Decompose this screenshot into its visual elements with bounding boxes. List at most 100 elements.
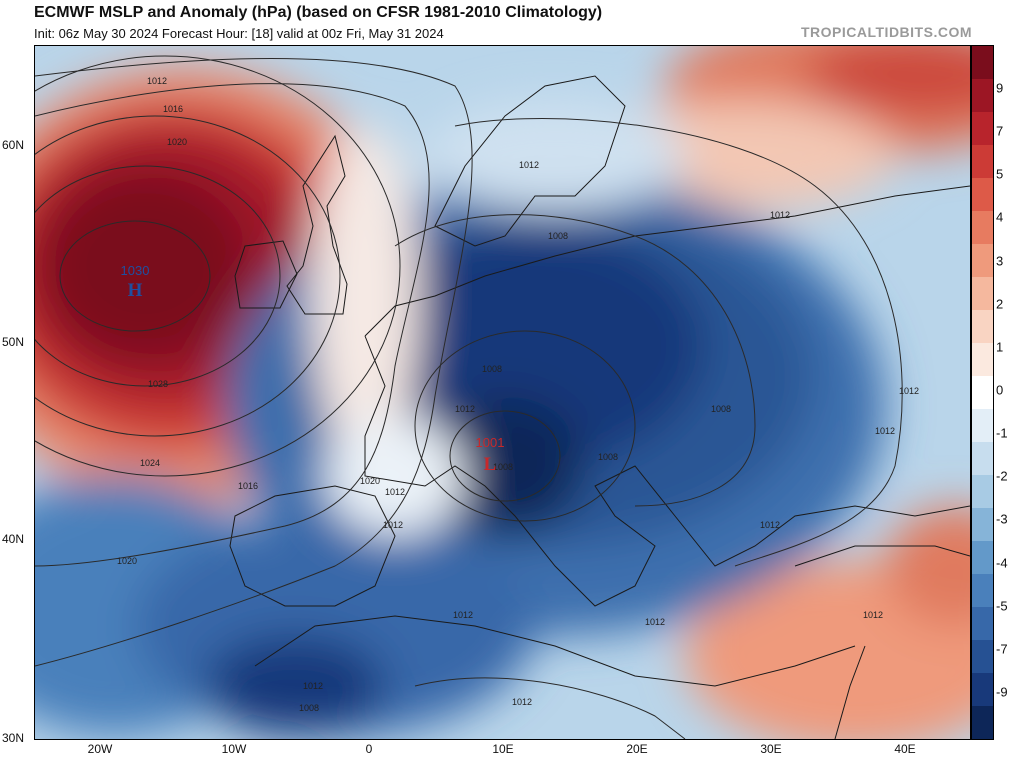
anomaly-map: 1012 1016 1020 1024 1028 1020 1016 1020 … [35, 46, 970, 739]
lon-label-40e: 40E [894, 742, 916, 756]
isobar-1030 [59, 220, 211, 332]
isobar-label: 1020 [117, 556, 137, 566]
colorbar-tick-label: 3 [996, 253, 1004, 269]
colorbar-tick-label: -1 [996, 425, 1008, 441]
isobar-1004 [449, 410, 561, 502]
colorbar-tick-label: -3 [996, 511, 1008, 527]
colorbar-segment [972, 178, 993, 211]
isobar-label: 1008 [299, 703, 319, 713]
isobar-label: 1008 [711, 404, 731, 414]
britain-outline [286, 134, 348, 315]
scandinavia-outline [434, 75, 626, 247]
colorbar-tick-label: 5 [996, 166, 1004, 182]
lon-label-30e: 30E [760, 742, 782, 756]
colorbar-segment [972, 607, 993, 640]
mediterranean-north-coast [364, 335, 970, 607]
lat-label-30n: 30N [2, 731, 25, 745]
lon-label-10e: 10E [492, 742, 514, 756]
colorbar-tick-label: 9 [996, 80, 1004, 96]
levant-coast [834, 645, 866, 739]
isobar-label: 1012 [863, 610, 883, 620]
isobar-label: 1012 [899, 386, 919, 396]
colorbar-tick-label: -2 [996, 468, 1008, 484]
colorbar-segment [972, 574, 993, 607]
high-pressure-value: 1030 [121, 263, 150, 278]
colorbar-segment [972, 541, 993, 574]
lat-label-50n: 50N [2, 335, 25, 349]
lon-label-20e: 20E [626, 742, 648, 756]
high-pressure-center: 1030 H [121, 263, 150, 301]
isobar-label: 1020 [167, 137, 187, 147]
iberia-outline [229, 485, 396, 607]
low-pressure-letter: L [484, 454, 497, 475]
isobar-label: 1008 [598, 452, 618, 462]
anomaly-field [35, 46, 970, 739]
chart-title: ECMWF MSLP and Anomaly (hPa) (based on C… [34, 4, 603, 21]
isobar-label: 1016 [163, 104, 183, 114]
isobar-label: 1024 [140, 458, 160, 468]
isobar-label: 1012 [512, 697, 532, 707]
high-pressure-letter: H [128, 280, 143, 301]
turkey-coast [794, 545, 970, 567]
isobar-1028 [35, 165, 281, 387]
colorbar-segment [972, 79, 993, 112]
colorbar-segment [972, 46, 993, 79]
isobar-1016 [35, 83, 430, 567]
isobar-1012-south [414, 677, 686, 739]
colorbar-tick-label: -4 [996, 555, 1008, 571]
colorbar-segment [972, 442, 993, 475]
isobar-label: 1012 [760, 520, 780, 530]
colorbar-segment [972, 310, 993, 343]
colorbar-tick-label: -9 [996, 684, 1008, 700]
isobar-1008-south [414, 330, 636, 522]
colorbar-segment [972, 277, 993, 310]
lat-label-40n: 40N [2, 532, 25, 546]
isobar-label: 1012 [455, 404, 475, 414]
isobar-labels: 1012 1016 1020 1024 1028 1020 1016 1020 … [117, 76, 919, 713]
colorbar-segment [972, 706, 993, 739]
ireland-outline [234, 240, 298, 309]
north-europe-coast [364, 185, 970, 337]
isobar-label: 1008 [548, 231, 568, 241]
colorbar-segment [972, 244, 993, 277]
colorbar-segment [972, 112, 993, 145]
isobar-label: 1008 [493, 462, 513, 472]
lon-label-0: 0 [365, 742, 373, 756]
colorbar-segment [972, 475, 993, 508]
lat-label-60n: 60N [2, 138, 25, 152]
isobar-label: 1012 [645, 617, 665, 627]
coastlines [229, 75, 970, 739]
lon-label-10w: 10W [221, 742, 247, 756]
low-pressure-center: 1001 L [476, 435, 505, 475]
colorbar-tick-label: 4 [996, 209, 1004, 225]
colorbar-segment [972, 343, 993, 376]
colorbar-segment [972, 145, 993, 178]
isobars [35, 55, 903, 739]
isobar-label: 1012 [385, 487, 405, 497]
isobar-1012-west [35, 58, 473, 667]
isobar-label: 1012 [875, 426, 895, 436]
north-africa-coast [254, 615, 856, 687]
isobar-label: 1012 [770, 210, 790, 220]
isobar-1008-north [394, 214, 756, 507]
isobar-label: 1028 [148, 379, 168, 389]
isobar-label: 1008 [482, 364, 502, 374]
colorbar-tick-label: 2 [996, 296, 1004, 312]
isobar-1020 [35, 55, 401, 477]
isobar-1012-east [454, 118, 903, 567]
colorbar-segment [972, 508, 993, 541]
colorbar-tick-label: 1 [996, 339, 1004, 355]
isobar-label: 1016 [238, 481, 258, 491]
colorbar-segment [972, 376, 993, 409]
colorbar-tick-label: 0 [996, 382, 1004, 398]
colorbar-segment [972, 409, 993, 442]
colorbar-tick-label: -7 [996, 641, 1008, 657]
map-panel: 1012 1016 1020 1024 1028 1020 1016 1020 … [34, 45, 971, 740]
colorbar-tick-label: -5 [996, 598, 1008, 614]
chart-subtitle: Init: 06z May 30 2024 Forecast Hour: [18… [34, 26, 444, 41]
colorbar [971, 45, 994, 740]
colorbar-segment [972, 211, 993, 244]
isobar-label: 1012 [303, 681, 323, 691]
low-pressure-value: 1001 [476, 435, 505, 450]
isobar-label: 1012 [147, 76, 167, 86]
